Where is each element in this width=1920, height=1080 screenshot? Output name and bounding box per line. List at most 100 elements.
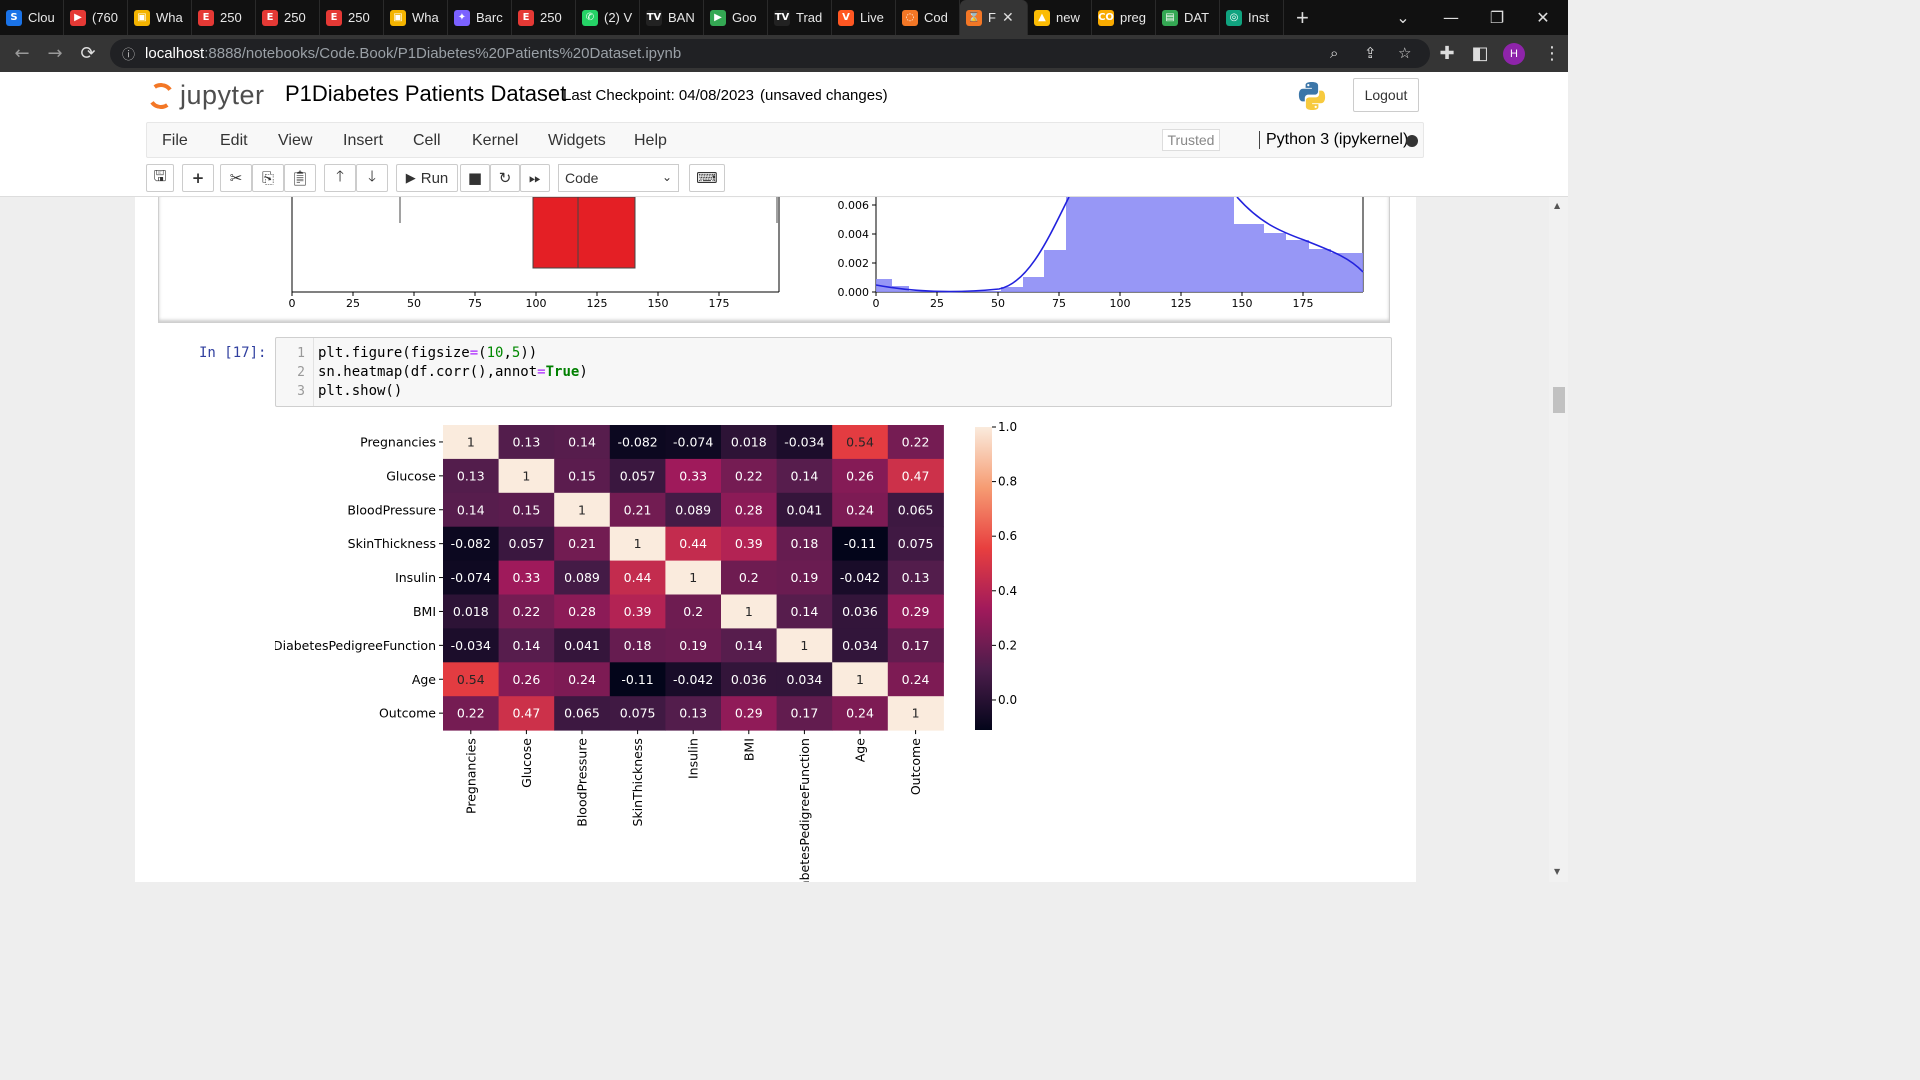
menu-widgets[interactable]: Widgets: [548, 132, 606, 149]
browser-tab[interactable]: CO preg: [1092, 0, 1156, 35]
move-up-icon[interactable]: 🡑: [324, 164, 356, 192]
browser-tab[interactable]: ▲ new: [1028, 0, 1092, 35]
browser-tab[interactable]: ✦ Barc: [448, 0, 512, 35]
new-tab-icon[interactable]: +: [1296, 4, 1309, 30]
tick-label: 75: [1052, 297, 1066, 310]
y-tick-label: Glucose: [386, 468, 436, 483]
menu-insert[interactable]: Insert: [343, 132, 384, 149]
browser-tab[interactable]: ✆ (2) V: [576, 0, 640, 35]
close-tab-icon[interactable]: ✕: [1001, 9, 1014, 25]
browser-tab[interactable]: E 250: [320, 0, 384, 35]
cell-annotation: 0.14: [790, 468, 818, 483]
restore-icon[interactable]: ❐: [1489, 8, 1505, 27]
browser-tab[interactable]: E 250: [512, 0, 576, 35]
menu-view[interactable]: View: [278, 132, 313, 149]
menu-cell[interactable]: Cell: [413, 132, 441, 149]
extensions-icon[interactable]: ✚: [1439, 42, 1455, 64]
url-input[interactable]: ⓘ localhost:8888/notebooks/Code.Book/P1D…: [110, 39, 1430, 68]
logout-button[interactable]: Logout: [1353, 78, 1419, 112]
heatmap-cell: [887, 696, 944, 731]
browser-tab[interactable]: ◎ Inst: [1220, 0, 1284, 35]
browser-tab[interactable]: ◌ Cod: [896, 0, 960, 35]
heatmap-cell: [609, 425, 666, 460]
keyboard-shortcuts-icon[interactable]: ⌨: [689, 164, 725, 192]
jupyter-header: jupyter P1Diabetes Patients Dataset Last…: [0, 72, 1568, 197]
kernel-name[interactable]: Python 3 (ipykernel): [1259, 131, 1408, 149]
heatmap-cell: [498, 662, 555, 697]
side-panel-icon[interactable]: ◧: [1471, 42, 1489, 64]
zoom-icon[interactable]: ⌕: [1330, 44, 1339, 62]
browser-tab[interactable]: ▣ Wha: [384, 0, 448, 35]
heatmap-cell: [887, 594, 944, 629]
browser-tab[interactable]: ▣ Wha: [128, 0, 192, 35]
browser-tab[interactable]: ⌛ F ✕: [960, 0, 1028, 35]
menu-help[interactable]: Help: [634, 132, 667, 149]
browser-tab[interactable]: ▶ (760: [64, 0, 128, 35]
jupyter-ring-icon: [145, 80, 177, 111]
copy-icon[interactable]: ⎘: [252, 164, 284, 192]
menu-kernel[interactable]: Kernel: [472, 132, 519, 149]
heatmap-cell: [721, 696, 778, 731]
menu-edit[interactable]: Edit: [220, 132, 248, 149]
cell-annotation: 0.2: [739, 570, 759, 585]
site-info-icon[interactable]: ⓘ: [122, 48, 136, 63]
scroll-up-arrow-icon[interactable]: ▲: [1554, 201, 1561, 210]
distplot-y-ticks: 0.006 0.004 0.002 0.000: [838, 199, 876, 299]
cell-annotation: 0.089: [675, 502, 711, 517]
tab-favicon-icon: ▲: [1034, 9, 1050, 26]
tab-label: (760: [92, 10, 119, 25]
heatmap-cell: [887, 560, 944, 595]
browser-tab[interactable]: TV BAN: [640, 0, 704, 35]
browser-tab[interactable]: S Clou: [0, 0, 64, 35]
restart-icon[interactable]: ↻: [490, 164, 520, 192]
page-scrollbar[interactable]: ▲ ▼: [1549, 197, 1568, 882]
tab-label: preg: [1120, 10, 1147, 25]
browser-tab[interactable]: E 250: [256, 0, 320, 35]
cut-icon[interactable]: ✂: [220, 164, 252, 192]
tab-search-icon[interactable]: ⌄: [1396, 8, 1410, 27]
reload-icon[interactable]: ⟳: [80, 42, 96, 64]
forward-icon[interactable]: →: [47, 42, 63, 64]
bookmark-star-icon[interactable]: ☆: [1398, 44, 1412, 62]
code-line: sn.heatmap(df.corr(),annot=True): [318, 364, 588, 380]
cell-type-value: Code: [565, 170, 599, 186]
heatmap-cell: [665, 696, 722, 731]
jupyter-logo[interactable]: jupyter: [145, 80, 265, 111]
scroll-down-arrow-icon[interactable]: ▼: [1554, 867, 1561, 876]
browser-tab[interactable]: ▤ DAT: [1156, 0, 1220, 35]
cell-annotation: 0.018: [731, 434, 767, 449]
code-cell-editor[interactable]: 1 2 3 plt.figure(figsize=(10,5)) sn.heat…: [275, 337, 1392, 407]
tab-label: Wha: [156, 10, 183, 25]
menu-file[interactable]: File: [162, 132, 188, 149]
tab-label: DAT: [1184, 10, 1210, 25]
back-icon[interactable]: ←: [14, 42, 30, 64]
scrollbar-thumb[interactable]: [1553, 387, 1565, 413]
cell-annotation: 0.44: [624, 570, 652, 585]
browser-tab[interactable]: ▶ Goo: [704, 0, 768, 35]
notebook-title[interactable]: P1Diabetes Patients Dataset: [285, 81, 567, 106]
browser-menu-icon[interactable]: ⋮: [1543, 42, 1561, 64]
browser-tab[interactable]: E 250: [192, 0, 256, 35]
move-down-icon[interactable]: 🡓: [356, 164, 388, 192]
save-icon[interactable]: 🖫: [146, 164, 174, 192]
paste-icon[interactable]: 📋︎: [284, 164, 316, 192]
browser-tab[interactable]: V Live: [832, 0, 896, 35]
heatmap-cell: [832, 526, 889, 562]
heatmap-cell: [665, 662, 722, 697]
interrupt-icon[interactable]: ■: [460, 164, 490, 192]
restart-run-all-icon[interactable]: ⏩︎: [520, 164, 550, 192]
browser-tab[interactable]: TV Trad: [768, 0, 832, 35]
tab-label: Live: [860, 10, 884, 25]
profile-avatar[interactable]: H: [1503, 43, 1525, 65]
trusted-indicator[interactable]: Trusted: [1162, 129, 1220, 151]
cell-type-select[interactable]: Code ⌄: [558, 164, 679, 192]
cell-annotation: -0.082: [617, 434, 657, 449]
share-icon[interactable]: ⇪: [1364, 44, 1377, 62]
run-button[interactable]: ▶ Run: [396, 164, 458, 192]
cell-annotation: 0.075: [620, 706, 656, 721]
heatmap-cell: [832, 628, 889, 663]
close-window-icon[interactable]: ✕: [1536, 8, 1550, 27]
url-path: :8888/notebooks/Code.Book/P1Diabetes%20P…: [204, 45, 682, 62]
minimize-icon[interactable]: —: [1443, 8, 1459, 27]
insert-cell-icon[interactable]: +: [182, 164, 214, 192]
